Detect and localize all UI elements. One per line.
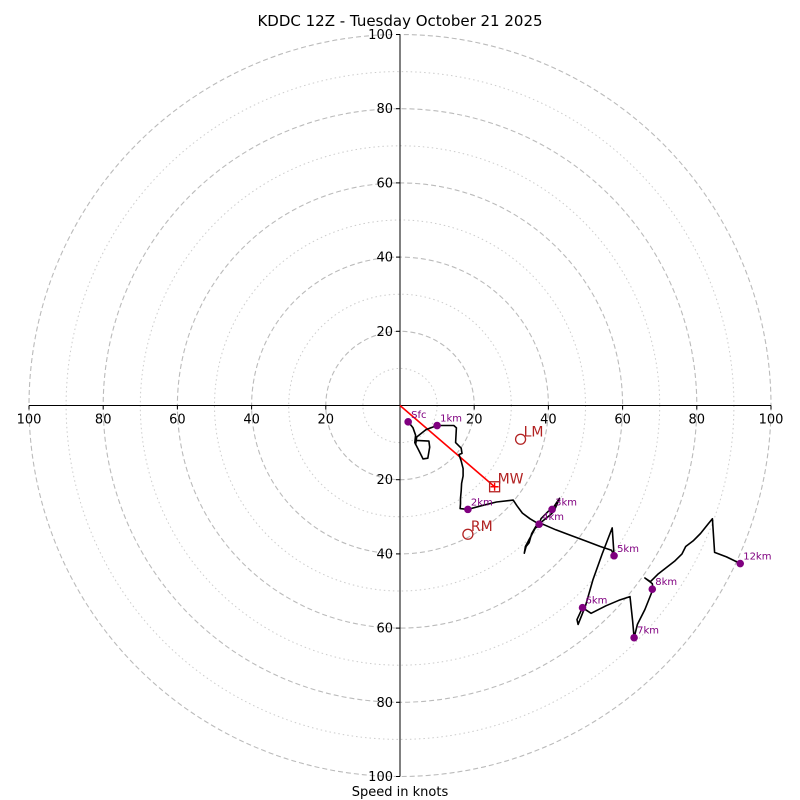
tick-label-left-60: 60 bbox=[169, 413, 186, 428]
height-marker-3km bbox=[548, 505, 556, 514]
storm-motion-label-rm: RM bbox=[471, 519, 493, 535]
storm-motion-label-mw: MW bbox=[498, 472, 524, 488]
height-marker-12km bbox=[736, 559, 745, 568]
tick-label-right-60: 60 bbox=[614, 413, 631, 428]
tick-label-left-40: 40 bbox=[243, 413, 260, 428]
tick-label-left-20: 20 bbox=[318, 413, 335, 428]
tick-label-right-100: 100 bbox=[759, 413, 784, 428]
height-marker-6km bbox=[578, 603, 587, 612]
tick-label-top-40: 40 bbox=[376, 251, 393, 266]
height-label-sfc: Sfc bbox=[411, 410, 426, 421]
storm-motion-marker-rm bbox=[462, 528, 474, 540]
height-marker-4km bbox=[535, 520, 543, 529]
height-marker-sfc bbox=[404, 418, 412, 426]
height-label-8km: 8km bbox=[655, 577, 677, 588]
height-label-6km: 6km bbox=[586, 596, 608, 607]
tick-label-right-40: 40 bbox=[540, 413, 557, 428]
height-marker-7km bbox=[630, 633, 638, 642]
height-label-3km: 3km bbox=[555, 497, 577, 508]
tick-label-top-80: 80 bbox=[376, 102, 393, 117]
height-marker-1km bbox=[433, 421, 441, 430]
storm-motion-marker-mw bbox=[488, 481, 501, 493]
tick-label-bottom-100: 100 bbox=[368, 770, 393, 785]
chart-title: KDDC 12Z - Tuesday October 21 2025 bbox=[257, 12, 542, 30]
tick-label-bottom-60: 60 bbox=[376, 622, 393, 637]
height-label-4km: 4km bbox=[542, 512, 564, 523]
height-label-5km: 5km bbox=[617, 544, 639, 555]
hodograph-line bbox=[407, 421, 741, 639]
hodograph-trace bbox=[407, 421, 741, 639]
height-markers: Sfc 1km 2km 3km 4km 5km 6km 7km 8km 12km bbox=[404, 410, 771, 642]
height-label-7km: 7km bbox=[637, 626, 659, 637]
mean-wind-plus bbox=[490, 482, 499, 491]
tick-label-right-20: 20 bbox=[466, 413, 483, 428]
tick-label-bottom-20: 20 bbox=[376, 473, 393, 488]
x-axis-label: Speed in knots bbox=[352, 785, 449, 800]
tick-labels: 20 20 20 20 40 40 40 40 60 60 60 60 80 80 80 80 100 100 10… bbox=[17, 28, 784, 785]
storm-motion-marker-lm bbox=[514, 433, 527, 445]
tick-label-left-80: 80 bbox=[95, 413, 112, 428]
tick-label-left-100: 100 bbox=[17, 413, 42, 428]
tick-label-right-80: 80 bbox=[689, 413, 706, 428]
height-label-12km: 12km bbox=[743, 552, 771, 563]
tick-label-top-100: 100 bbox=[368, 28, 393, 43]
tick-label-top-60: 60 bbox=[376, 176, 393, 191]
tick-label-top-20: 20 bbox=[376, 325, 393, 340]
height-label-2km: 2km bbox=[471, 497, 493, 508]
height-marker-8km bbox=[648, 585, 657, 593]
mean-wind-vector bbox=[399, 404, 496, 488]
tick-label-bottom-40: 40 bbox=[376, 547, 393, 562]
height-marker-5km bbox=[610, 551, 618, 560]
height-marker-2km bbox=[464, 505, 472, 514]
height-label-1km: 1km bbox=[440, 414, 462, 425]
mean-wind-line bbox=[399, 404, 499, 491]
storm-motion-label-lm: LM bbox=[524, 424, 544, 440]
storm-motion-markers: LM MW RM bbox=[462, 424, 544, 540]
tick-label-bottom-80: 80 bbox=[376, 696, 393, 711]
